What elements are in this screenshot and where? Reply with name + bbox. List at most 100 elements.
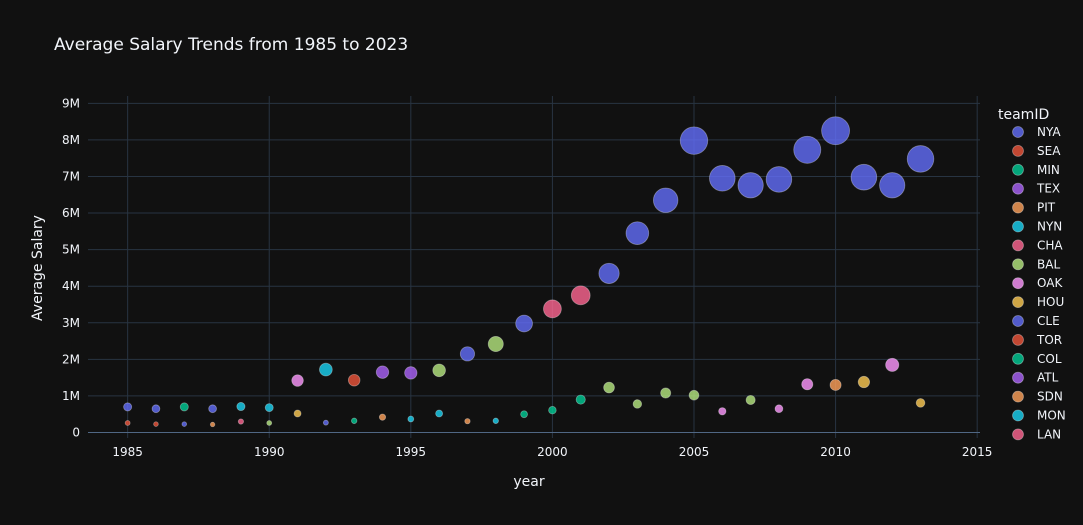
legend-marker xyxy=(1012,371,1024,384)
y-tick-label: 5M xyxy=(62,243,80,257)
data-point-oak[interactable] xyxy=(774,404,784,414)
data-point-min[interactable] xyxy=(575,394,586,405)
data-point-hou[interactable] xyxy=(915,398,926,408)
data-point-min[interactable] xyxy=(351,417,358,424)
y-tick-label: 6M xyxy=(62,206,80,220)
data-point-bal[interactable] xyxy=(660,387,672,399)
data-point-nya[interactable] xyxy=(850,163,878,191)
data-point-oak[interactable] xyxy=(718,407,727,416)
data-point-cha[interactable] xyxy=(237,418,244,425)
data-point-cha[interactable] xyxy=(570,285,591,306)
legend-item-nya[interactable]: NYA xyxy=(1012,125,1062,139)
data-point-bal[interactable] xyxy=(432,363,446,378)
data-point-sea[interactable] xyxy=(347,373,361,387)
legend-item-cha[interactable]: CHA xyxy=(1012,238,1064,252)
legend-item-sea[interactable]: SEA xyxy=(1012,144,1062,158)
data-point-nya[interactable] xyxy=(765,166,793,193)
legend-item-sdn[interactable]: SDN xyxy=(1012,390,1063,404)
legend-label: CHA xyxy=(1037,238,1063,252)
data-point-pit[interactable] xyxy=(209,421,216,428)
data-point-oak[interactable] xyxy=(291,374,304,387)
x-axis-title: year xyxy=(513,474,544,490)
y-tick-label: 7M xyxy=(62,169,80,183)
data-point-mon[interactable] xyxy=(407,415,415,423)
legend-marker xyxy=(1012,333,1024,346)
data-point-nyn[interactable] xyxy=(435,409,444,418)
legend-item-tex[interactable]: TEX xyxy=(1012,182,1061,196)
data-point-nya[interactable] xyxy=(879,172,906,199)
data-point-nya[interactable] xyxy=(515,314,533,333)
data-point-cle[interactable] xyxy=(181,421,188,427)
data-point-bal[interactable] xyxy=(745,394,756,405)
legend-label: COL xyxy=(1037,352,1062,366)
legend-item-col[interactable]: COL xyxy=(1012,352,1062,366)
data-point-cle[interactable] xyxy=(459,346,476,362)
data-point-tex[interactable] xyxy=(375,365,390,379)
data-point-nya[interactable] xyxy=(793,135,822,164)
legend-marker xyxy=(1012,182,1024,195)
data-point-hou[interactable] xyxy=(857,375,871,389)
data-point-nya[interactable] xyxy=(123,402,133,412)
data-point-col[interactable] xyxy=(520,410,528,419)
data-point-tex[interactable] xyxy=(404,366,418,380)
data-point-nya[interactable] xyxy=(709,165,736,192)
data-point-sea[interactable] xyxy=(153,421,159,427)
data-point-min[interactable] xyxy=(548,405,557,415)
legend-item-cle[interactable]: CLE xyxy=(1012,314,1060,328)
legend-item-hou[interactable]: HOU xyxy=(1012,295,1065,309)
data-point-nya[interactable] xyxy=(652,187,679,213)
legend-item-min[interactable]: MIN xyxy=(1012,163,1060,177)
data-point-cha[interactable] xyxy=(543,299,562,319)
legend-marker xyxy=(1012,315,1024,327)
x-tick-label: 1985 xyxy=(112,445,143,459)
data-point-bal[interactable] xyxy=(603,381,615,394)
data-point-pit[interactable] xyxy=(464,418,471,425)
legend-label: LAN xyxy=(1037,427,1061,441)
data-point-nyn[interactable] xyxy=(264,403,274,413)
data-point-cle[interactable] xyxy=(322,419,329,426)
data-point-bal[interactable] xyxy=(487,336,504,352)
legend-item-oak[interactable]: OAK xyxy=(1012,276,1064,290)
data-point-nya[interactable] xyxy=(679,126,709,155)
legend: teamID NYA SEA MIN TEX PIT NYN CHA BAL OAK HOU CLE… xyxy=(998,107,1066,441)
legend-item-bal[interactable]: BAL xyxy=(1012,257,1061,271)
data-point-nyn[interactable] xyxy=(319,362,333,377)
data-point-oak[interactable] xyxy=(801,378,814,391)
x-tick-label: 1995 xyxy=(396,445,427,459)
data-point-hou[interactable] xyxy=(293,409,302,418)
data-point-bal[interactable] xyxy=(266,420,273,426)
legend-label: SDN xyxy=(1037,390,1063,404)
data-point-nya[interactable] xyxy=(598,262,620,284)
legend-item-lan[interactable]: LAN xyxy=(1012,427,1062,441)
data-point-nya[interactable] xyxy=(151,404,161,414)
data-point-nya[interactable] xyxy=(625,221,650,245)
x-tick-label: 2015 xyxy=(962,445,993,459)
y-tick-label: 1M xyxy=(62,389,80,403)
legend-item-tor[interactable]: TOR xyxy=(1012,333,1063,347)
data-point-nya[interactable] xyxy=(737,172,764,199)
data-point-bal[interactable] xyxy=(632,399,643,409)
data-point-bal[interactable] xyxy=(688,389,700,401)
legend-item-mon[interactable]: MON xyxy=(1012,409,1066,423)
data-point-nyn[interactable] xyxy=(236,402,246,412)
data-point-oak[interactable] xyxy=(885,357,900,372)
data-point-nya[interactable] xyxy=(821,116,850,146)
data-point-tor[interactable] xyxy=(124,420,131,426)
legend-label: TOR xyxy=(1036,333,1062,347)
data-point-nya[interactable] xyxy=(906,145,935,173)
legend-item-pit[interactable]: PIT xyxy=(1012,201,1056,215)
x-tick-labels: 1985 1990 1995 2000 2005 2010 2015 xyxy=(112,445,992,459)
data-point-pit[interactable] xyxy=(378,413,387,421)
data-point-mon[interactable] xyxy=(492,417,499,424)
y-tick-label: 8M xyxy=(62,133,80,147)
data-point-nya[interactable] xyxy=(208,404,217,414)
legend-item-nyn[interactable]: NYN xyxy=(1012,220,1063,234)
x-tick-label: 2005 xyxy=(679,445,710,459)
data-point-sdn[interactable] xyxy=(829,379,842,391)
legend-label: SEA xyxy=(1037,144,1061,158)
legend-item-atl[interactable]: ATL xyxy=(1012,371,1059,385)
data-point-min[interactable] xyxy=(179,402,189,412)
grid-layer xyxy=(88,96,980,438)
legend-marker xyxy=(1012,277,1024,290)
